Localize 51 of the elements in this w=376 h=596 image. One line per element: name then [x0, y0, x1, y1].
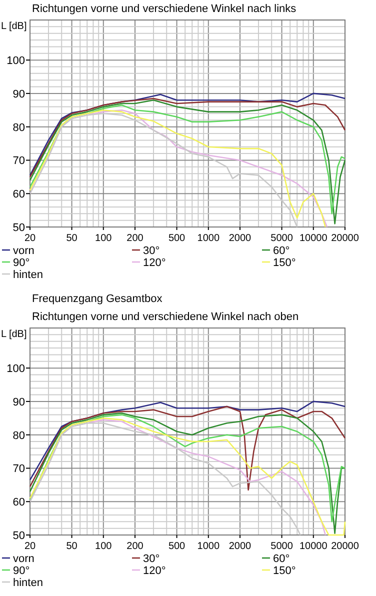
legend-label: 60°: [273, 245, 290, 257]
y-tick-label: 90: [12, 396, 25, 408]
legend-label: 120°: [143, 257, 166, 269]
x-tick-label: 50: [66, 541, 78, 552]
x-tick-label: 100: [95, 541, 112, 552]
x-tick-label: 20: [24, 233, 36, 244]
y-axis-title: L [dB]: [1, 21, 27, 32]
legend-label: hinten: [13, 269, 43, 281]
y-tick-label: 80: [12, 122, 25, 134]
x-tick-label: 5000: [270, 233, 294, 244]
x-tick-label: 100: [95, 233, 112, 244]
chart-title: Richtungen vorne und verschiedene Winkel nach links: [32, 3, 297, 15]
chart-subtitle: Richtungen vorne und verschiedene Winkel nach oben: [32, 311, 299, 323]
legend-label: hinten: [13, 577, 43, 589]
x-tick-label: 500: [168, 541, 186, 552]
x-tick-label: 5000: [270, 541, 294, 552]
y-tick-label: 70: [12, 155, 25, 168]
y-tick-label: 60: [12, 188, 25, 201]
y-tick-label: 60: [12, 496, 25, 509]
legend-label: 60°: [273, 553, 290, 565]
x-tick-label: 200: [126, 233, 144, 244]
legend-label: vorn: [13, 245, 34, 257]
x-tick-label: 2000: [228, 233, 252, 244]
y-tick-label: 50: [12, 222, 25, 234]
x-tick-label: 10000: [299, 541, 328, 552]
y-tick-label: 100: [6, 55, 25, 68]
legend-label: 90°: [13, 565, 30, 577]
x-tick-label: 20000: [331, 541, 360, 552]
x-tick-label: 1000: [197, 233, 220, 244]
x-tick-label: 200: [126, 541, 144, 552]
legend-label: 120°: [143, 565, 166, 577]
y-tick-label: 70: [12, 463, 25, 476]
x-tick-label: 500: [168, 233, 186, 244]
x-tick-label: 50: [66, 233, 78, 244]
y-tick-label: 50: [12, 530, 25, 542]
x-tick-label: 20: [24, 541, 36, 552]
y-tick-label: 90: [12, 88, 25, 100]
x-tick-label: 2000: [228, 541, 252, 552]
x-tick-label: 10000: [299, 233, 328, 244]
x-tick-label: 1000: [197, 541, 220, 552]
legend-label: 30°: [143, 553, 160, 565]
legend-label: 90°: [13, 257, 30, 269]
y-tick-label: 80: [12, 430, 25, 442]
y-axis-title: L [dB]: [1, 329, 27, 340]
legend-label: 150°: [273, 565, 296, 577]
legend-label: vorn: [13, 553, 34, 565]
legend-label: 150°: [273, 257, 296, 269]
x-tick-label: 20000: [331, 233, 360, 244]
y-tick-label: 100: [6, 363, 25, 376]
chart-title: Frequenzgang Gesamtbox: [32, 293, 163, 305]
legend-label: 30°: [143, 245, 160, 257]
